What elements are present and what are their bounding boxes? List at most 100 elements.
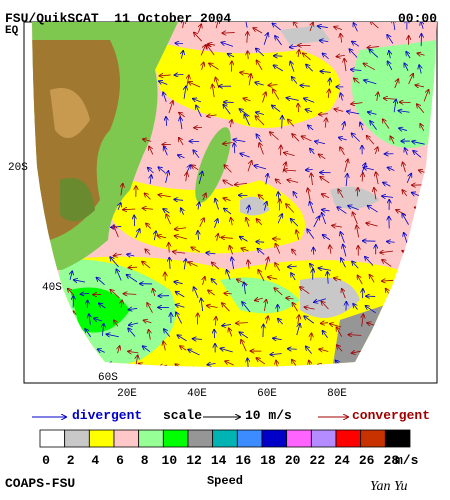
wind-arrow xyxy=(418,258,423,267)
wind-arrow xyxy=(290,62,295,72)
wind-arrow xyxy=(142,346,151,352)
wind-arrow xyxy=(337,345,343,352)
wind-arrow xyxy=(263,33,268,45)
wind-arrow xyxy=(370,121,377,130)
wind-arrow xyxy=(74,280,86,282)
wind-arrow xyxy=(164,147,168,156)
wind-arrow xyxy=(221,237,233,238)
wind-arrow xyxy=(135,229,140,239)
wind-arrow xyxy=(209,63,219,70)
time: 00:00 xyxy=(398,11,437,26)
wind-arrow xyxy=(398,331,408,341)
wind-arrow xyxy=(255,298,263,300)
wind-arrow xyxy=(198,202,199,210)
wind-arrow xyxy=(370,336,379,339)
wind-arrow xyxy=(150,175,151,185)
wind-arrow xyxy=(360,122,363,131)
wind-arrow xyxy=(254,166,267,170)
colorbar-cell xyxy=(187,429,214,448)
colorbar-tick: 18 xyxy=(260,453,276,468)
wind-arrow xyxy=(368,206,378,213)
wind-arrow xyxy=(311,333,312,341)
wind-arrow xyxy=(320,71,331,72)
wind-arrow xyxy=(402,275,407,282)
wind-arrow xyxy=(307,229,315,239)
wind-arrow xyxy=(286,204,295,213)
wind-arrow xyxy=(248,260,249,269)
wind-arrow xyxy=(116,269,122,281)
wind-arrow xyxy=(365,306,376,314)
wind-arrow xyxy=(143,139,152,141)
wind-arrow xyxy=(259,195,265,200)
wind-arrow xyxy=(310,202,314,214)
wind-arrow xyxy=(306,65,313,72)
wind-arrow xyxy=(399,349,410,353)
wind-arrow xyxy=(177,335,187,342)
wind-arrow xyxy=(292,77,298,84)
wind-arrow xyxy=(217,234,218,241)
colorbar-tick: 14 xyxy=(211,453,227,468)
wind-arrow xyxy=(157,236,167,238)
wind-arrow xyxy=(158,167,166,174)
wind-arrow xyxy=(228,54,235,57)
lat-label: EQ xyxy=(5,25,19,37)
wind-arrow xyxy=(291,219,299,227)
wind-arrow xyxy=(203,277,205,285)
wind-arrow xyxy=(334,109,344,111)
wind-arrow xyxy=(163,341,165,351)
colorbar-cell xyxy=(261,429,288,448)
wind-arrow xyxy=(129,323,139,325)
wind-arrow xyxy=(364,80,377,85)
wind-arrow xyxy=(174,199,184,200)
wind-arrow xyxy=(422,215,424,229)
wind-arrow xyxy=(243,98,251,101)
wind-arrow xyxy=(96,278,105,285)
colorbar-cell xyxy=(39,429,66,448)
wind-arrow xyxy=(154,231,156,241)
wind-arrow xyxy=(292,360,298,367)
wind-arrow xyxy=(340,34,341,43)
wind-arrow xyxy=(118,346,120,354)
wind-arrow xyxy=(404,233,408,243)
wind-arrow xyxy=(248,205,250,214)
wind-arrow xyxy=(145,249,151,255)
wind-arrow xyxy=(128,308,138,309)
wind-arrow xyxy=(296,324,300,336)
wind-arrow xyxy=(147,303,153,313)
colorbar-tick: 24 xyxy=(334,453,350,468)
wind-arrow xyxy=(196,105,202,117)
wind-arrow xyxy=(199,218,204,227)
wind-arrow xyxy=(311,173,312,186)
wind-arrow xyxy=(374,188,376,200)
wind-arrow xyxy=(181,208,184,215)
wind-arrow xyxy=(149,330,151,340)
wind-arrow xyxy=(123,294,137,295)
colorbar-tick: 6 xyxy=(116,453,124,468)
wind-arrow xyxy=(175,292,185,298)
wind-arrow xyxy=(393,22,395,31)
wind-arrow xyxy=(256,60,263,71)
wind-arrow xyxy=(207,363,216,364)
wind-arrow xyxy=(201,298,203,312)
wind-arrow xyxy=(344,59,346,72)
wind-arrow xyxy=(272,23,281,31)
wind-arrow xyxy=(365,257,374,266)
wind-arrow xyxy=(293,192,297,199)
wind-arrow xyxy=(314,298,327,302)
wind-arrow xyxy=(406,287,407,296)
wind-arrow xyxy=(175,228,187,229)
colorbar-tick: 20 xyxy=(285,453,301,468)
wind-arrow xyxy=(198,231,199,240)
wind-arrow xyxy=(382,280,394,281)
wind-arrow xyxy=(332,225,342,227)
wind-arrow xyxy=(310,23,313,32)
wind-arrow xyxy=(367,323,376,326)
wind-arrow xyxy=(286,298,294,299)
wind-arrow xyxy=(337,55,345,56)
wind-arrow xyxy=(110,290,120,299)
wind-arrow xyxy=(256,134,262,143)
wind-arrow xyxy=(180,117,182,130)
wind-arrow xyxy=(168,101,173,114)
colorbar-cell xyxy=(88,429,115,448)
wind-arrow xyxy=(338,189,344,198)
